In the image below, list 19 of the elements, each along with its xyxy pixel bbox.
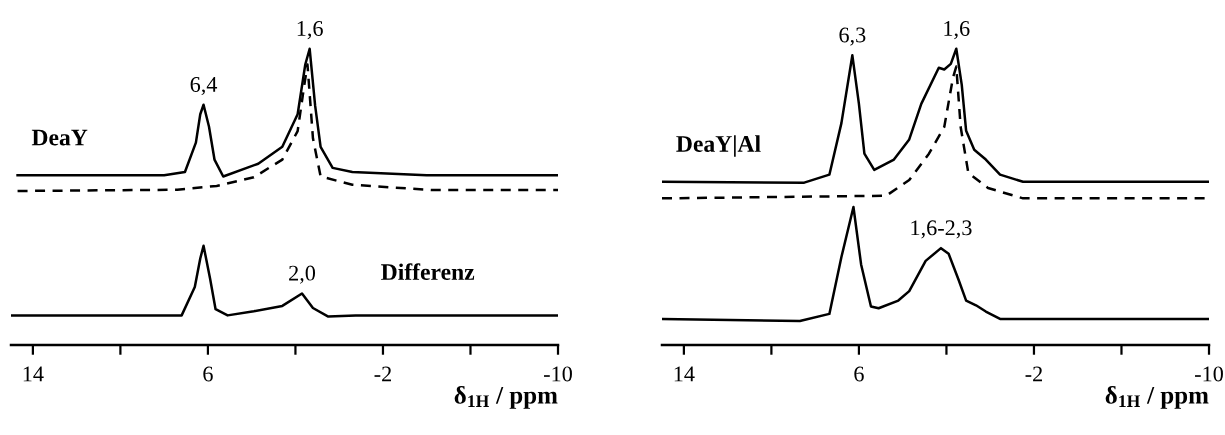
x-axis-title: δ$_{1H}$ / ppm: [1105, 385, 1209, 409]
x-tick-label: -2: [1025, 366, 1042, 382]
x-tick-label: -10: [1195, 366, 1223, 382]
annotation: 6,4: [190, 76, 218, 96]
x-tick-label: 14: [23, 366, 44, 382]
x-axis-title: δ$_{1H}$ / ppm: [454, 385, 558, 409]
annotation: 1,6: [297, 21, 323, 40]
series-label: DeaY|Al: [676, 135, 761, 157]
annotation: 6,3: [839, 27, 866, 46]
x-tick-label: -2: [374, 366, 391, 382]
annotation: 1,6-2,3: [911, 220, 972, 239]
x-tick-label: 6: [203, 366, 213, 382]
x-tick-label: 6: [854, 366, 864, 382]
series-label: DeaY: [31, 129, 88, 146]
x-tick-label: 14: [674, 366, 695, 382]
annotation: 1,6: [944, 21, 970, 40]
annotation: 2,0: [289, 265, 316, 284]
x-tick-label: -10: [544, 366, 572, 382]
series-label: Differenz: [381, 263, 475, 281]
